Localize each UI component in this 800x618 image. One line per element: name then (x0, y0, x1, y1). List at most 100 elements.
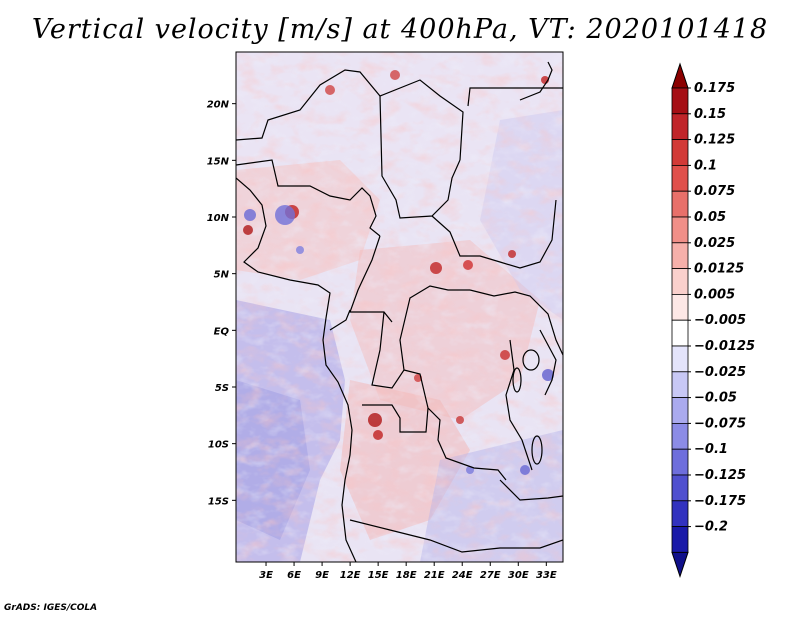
colorbar-label: 0.025 (694, 236, 735, 251)
colorbar-bin (671, 268, 689, 295)
lat-tick-label: 10N (207, 213, 230, 224)
colorbar-bin (671, 448, 689, 476)
lon-tick-label: 33E (536, 570, 557, 581)
colorbar-bin (671, 190, 689, 218)
lat-tick-label: 20N (207, 100, 230, 111)
colorbar-bin (671, 526, 689, 553)
colorbar-bin (671, 397, 689, 424)
colorbar-bin (671, 293, 689, 321)
boundary-line (349, 519, 563, 553)
lat-tick-label: 15S (208, 496, 229, 507)
coastlines-borders (236, 61, 563, 562)
field-cell (244, 209, 256, 221)
colorbar-bin (671, 422, 689, 450)
lon-tick-label: 30E (508, 570, 529, 581)
colorbar-bottom-arrow (671, 551, 689, 578)
colorbar-top-arrow (671, 62, 689, 89)
lake-outline (531, 435, 543, 465)
colorbar-label: 0.075 (694, 184, 735, 199)
field-cell (463, 260, 473, 270)
lon-tick-label: 6E (287, 570, 301, 581)
lon-tick-label: 18E (396, 570, 417, 581)
field-cell (390, 70, 400, 80)
colorbar-label: −0.075 (694, 416, 746, 431)
lon-tick-label: 21E (424, 570, 445, 581)
lon-tick-label: 12E (340, 570, 361, 581)
boundary-line (539, 329, 557, 396)
boundary-line (499, 479, 563, 501)
field-cell (243, 225, 253, 235)
colorbar-label: −0.0125 (694, 339, 755, 354)
colorbar-bin (671, 113, 689, 141)
colorbar-bin (671, 474, 689, 502)
boundary-line (236, 69, 464, 161)
field-cell (456, 416, 464, 424)
lat-tick-label: EQ (214, 326, 230, 337)
colorbar-bin (671, 87, 689, 115)
map-plot-area (236, 52, 563, 562)
boundary-line (431, 199, 557, 269)
field-cell (296, 246, 304, 254)
colorbar-label: −0.175 (694, 494, 746, 509)
colorbar-bin (671, 319, 689, 347)
colorbar-bin (671, 371, 689, 398)
colorbar-label: 0.15 (694, 107, 726, 122)
field-cell (368, 413, 382, 427)
colorbar-label: 0.0125 (694, 262, 744, 277)
lat-tick-label: 5N (214, 270, 230, 281)
boundary-line (329, 309, 351, 331)
boundary-line (371, 285, 470, 389)
colorbar-label: −0.2 (694, 520, 728, 535)
lon-tick-label: 24E (452, 570, 473, 581)
lake-outline (522, 349, 540, 371)
field-cell (430, 262, 442, 274)
colorbar-bin (671, 139, 689, 166)
colorbar: 0.175 0.15 0.125 0.1 0.075 0.05 0.025 0.0125 0.0… (671, 62, 755, 578)
field-cell (500, 350, 510, 360)
colorbar-label: −0.05 (694, 391, 737, 406)
longitude-axis: 3E 6E 9E 12E 15E 18E 21E 24E 27E 30E 33E (259, 562, 557, 581)
boundary-line (469, 289, 563, 356)
colorbar-bin (671, 164, 689, 192)
lon-tick-label: 3E (259, 570, 273, 581)
colorbar-bin (671, 216, 689, 244)
boundary-line (236, 159, 381, 237)
boundary-line (362, 404, 429, 433)
colorbar-bin (671, 242, 689, 270)
lon-tick-label: 9E (315, 570, 329, 581)
colorbar-label: 0.175 (694, 81, 735, 96)
convective-cells (243, 70, 554, 475)
colorbar-label: −0.005 (694, 313, 746, 328)
field-cell (325, 85, 335, 95)
colorbar-bin (671, 500, 689, 527)
lon-tick-label: 15E (368, 570, 389, 581)
lat-tick-label: 10S (208, 440, 229, 451)
map-frame (235, 51, 564, 563)
field-cell (373, 430, 383, 440)
lat-tick-label: 5S (215, 383, 229, 394)
field-texture-red (236, 52, 563, 562)
lon-tick-label: 27E (480, 570, 501, 581)
colorbar-label: 0.05 (694, 210, 726, 225)
boundary-line (403, 369, 507, 481)
lake-outline (512, 367, 522, 393)
latitude-axis: 20N 15N 10N 5N EQ 5S 10S 15S (207, 100, 236, 507)
colorbar-label: 0.005 (694, 287, 735, 302)
field-cell (520, 465, 530, 475)
colorbar-label: −0.025 (694, 365, 746, 380)
field-cell (275, 205, 295, 225)
boundary-line (467, 87, 563, 107)
colorbar-label: −0.125 (694, 468, 746, 483)
grads-credit: GrADS: IGES/COLA (4, 603, 98, 613)
colorbar-label: −0.1 (694, 442, 728, 457)
field-cell (542, 369, 554, 381)
boundary-line (505, 339, 533, 471)
boundary-line (519, 61, 553, 101)
colorbar-label: 0.1 (694, 158, 717, 173)
boundary-line (236, 177, 357, 562)
boundary-line (379, 95, 461, 219)
field-cell (508, 250, 516, 258)
field-cell (466, 466, 474, 474)
lat-tick-label: 15N (207, 156, 230, 167)
